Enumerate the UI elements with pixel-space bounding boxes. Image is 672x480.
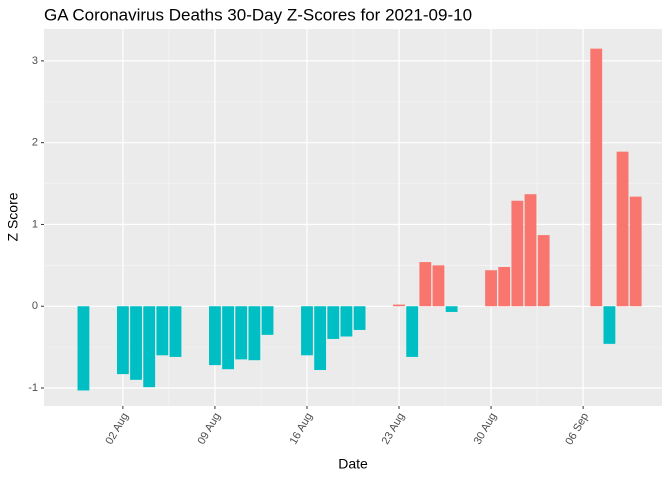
x-tick-label: 23 Aug	[380, 411, 408, 447]
bar	[169, 306, 182, 357]
bar	[353, 306, 366, 330]
bar	[590, 48, 603, 307]
x-tick-label: 06 Sep	[563, 411, 591, 447]
bar	[156, 306, 169, 356]
bar	[314, 306, 327, 371]
bar	[406, 306, 419, 357]
x-tick-label: 30 Aug	[472, 411, 500, 447]
y-axis-title: Z Score	[5, 192, 21, 241]
bar	[524, 194, 537, 307]
x-tick-label: 16 Aug	[288, 411, 316, 447]
bar	[603, 306, 616, 344]
bar	[235, 306, 248, 360]
bar	[445, 306, 458, 312]
bar	[511, 200, 524, 307]
bar	[222, 306, 235, 370]
x-axis-title: Date	[338, 456, 368, 472]
bar	[248, 306, 261, 361]
bar	[327, 306, 340, 339]
bar	[537, 235, 550, 307]
y-tick-label: 0	[32, 300, 38, 312]
chart-title: GA Coronavirus Deaths 30-Day Z-Scores fo…	[44, 5, 472, 24]
bar	[209, 306, 221, 366]
x-tick-label: 09 Aug	[196, 411, 224, 447]
bar	[432, 265, 445, 307]
bar	[629, 196, 642, 307]
bar	[498, 266, 511, 307]
y-tick-label: 1	[32, 218, 38, 230]
bar	[616, 151, 629, 307]
bar	[261, 306, 274, 335]
bar	[130, 306, 142, 380]
y-tick-label: 3	[32, 55, 38, 67]
bar	[419, 262, 432, 307]
x-tick-label: 02 Aug	[103, 411, 131, 447]
bar	[143, 306, 156, 388]
bar	[340, 306, 353, 337]
bar	[485, 270, 497, 307]
bar	[301, 306, 313, 356]
bar	[393, 304, 405, 307]
y-tick-label: 2	[32, 137, 38, 149]
bar	[116, 306, 129, 375]
bar	[77, 306, 90, 391]
y-tick-label: -1	[28, 382, 38, 394]
